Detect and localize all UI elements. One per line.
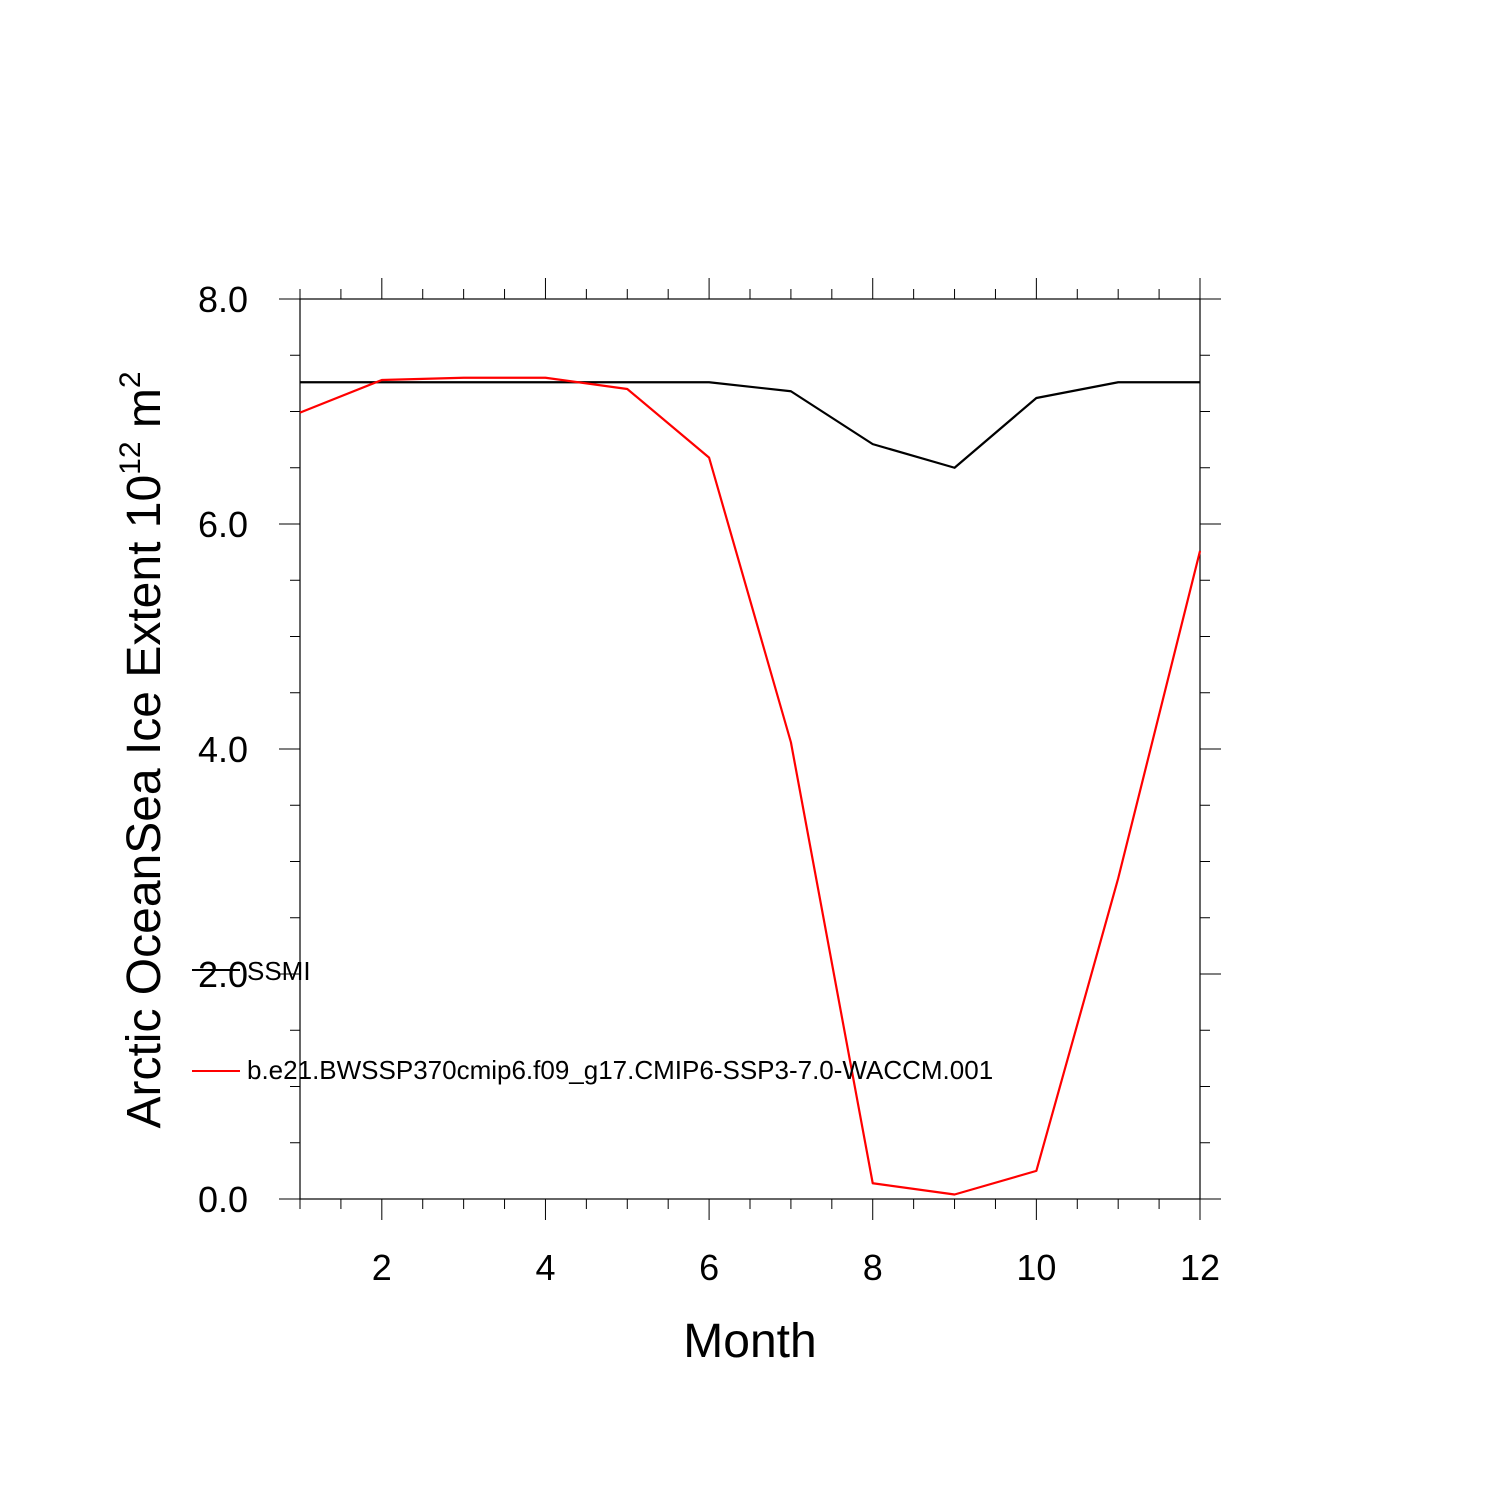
y-axis-title-exponent: 12 xyxy=(114,441,147,474)
y-tick-label: 6.0 xyxy=(198,504,248,545)
y-axis-title-unit: m xyxy=(118,388,171,428)
x-tick-label: 12 xyxy=(1180,1247,1220,1288)
y-axis-title-unit-exponent: 2 xyxy=(114,371,147,388)
y-axis-title-main: Arctic OceanSea Ice Extent 10 xyxy=(118,475,171,1129)
y-axis-title-group: Arctic OceanSea Ice Extent 1012 m2 xyxy=(114,371,171,1128)
series-line-0 xyxy=(300,381,1200,469)
x-tick-label: 2 xyxy=(372,1247,392,1288)
x-axis-title: Month xyxy=(683,1315,816,1368)
legend-label-ssmi: SSMI xyxy=(247,956,311,986)
y-axis-title-space xyxy=(118,428,171,441)
x-tick-label: 10 xyxy=(1016,1247,1056,1288)
x-tick-label: 8 xyxy=(863,1247,883,1288)
series-line-1 xyxy=(299,376,1202,1196)
y-tick-label: 0.0 xyxy=(198,1179,248,1220)
y-tick-label: 8.0 xyxy=(198,279,248,320)
x-tick-label: 6 xyxy=(699,1247,719,1288)
y-axis-title: Arctic OceanSea Ice Extent 1012 m2 xyxy=(114,371,171,1128)
axis-tick-labels: 2 4 6 8 10 12 0.0 2.0 4.0 6.0 8.0 xyxy=(198,279,1220,1288)
y-tick-label: 4.0 xyxy=(198,729,248,770)
legend-label-waccm: b.e21.BWSSP370cmip6.f09_g17.CMIP6-SSP3-7… xyxy=(247,1055,993,1085)
x-tick-label: 4 xyxy=(535,1247,555,1288)
legend: SSMI b.e21.BWSSP370cmip6.f09_g17.CMIP6-S… xyxy=(192,956,993,1085)
y-tick-label: 2.0 xyxy=(198,954,248,995)
series-lines xyxy=(299,376,1202,1196)
axis-ticks xyxy=(279,278,1221,1220)
